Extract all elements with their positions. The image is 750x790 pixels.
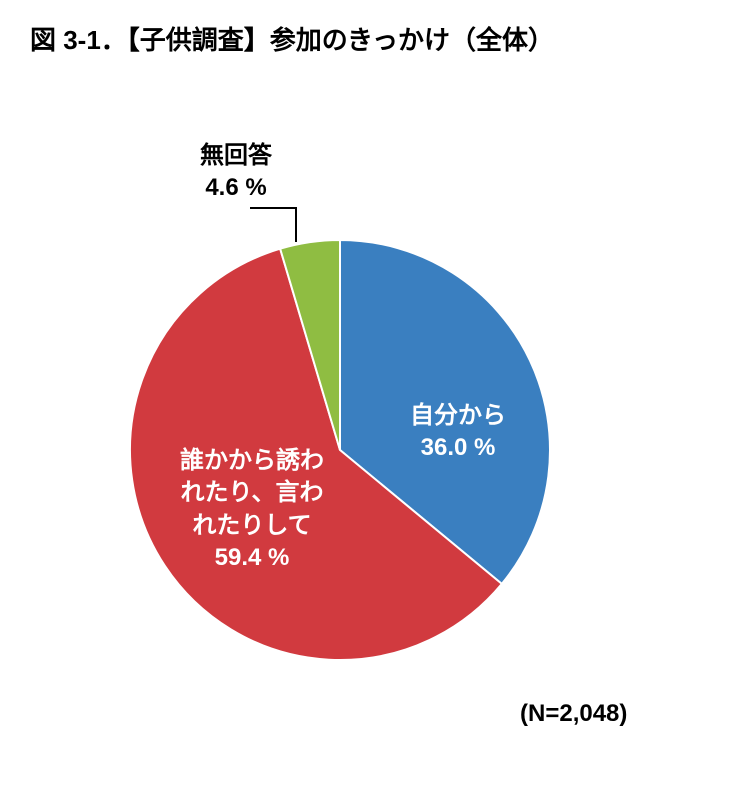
sample-size: (N=2,048) <box>520 700 627 728</box>
slice-label-invited: 誰かから誘わ れたり、言わ れたりして 59.4 % <box>180 445 324 575</box>
leader-line-no_answer <box>250 208 296 242</box>
page: 図 3-1．【子供調査】参加のきっかけ（全体） 自分から 36.0 %誰かから誘… <box>0 0 750 790</box>
pie-chart <box>0 0 750 790</box>
slice-label-no_answer: 無回答 4.6 % <box>200 140 272 205</box>
slice-label-self: 自分から 36.0 % <box>410 400 506 465</box>
